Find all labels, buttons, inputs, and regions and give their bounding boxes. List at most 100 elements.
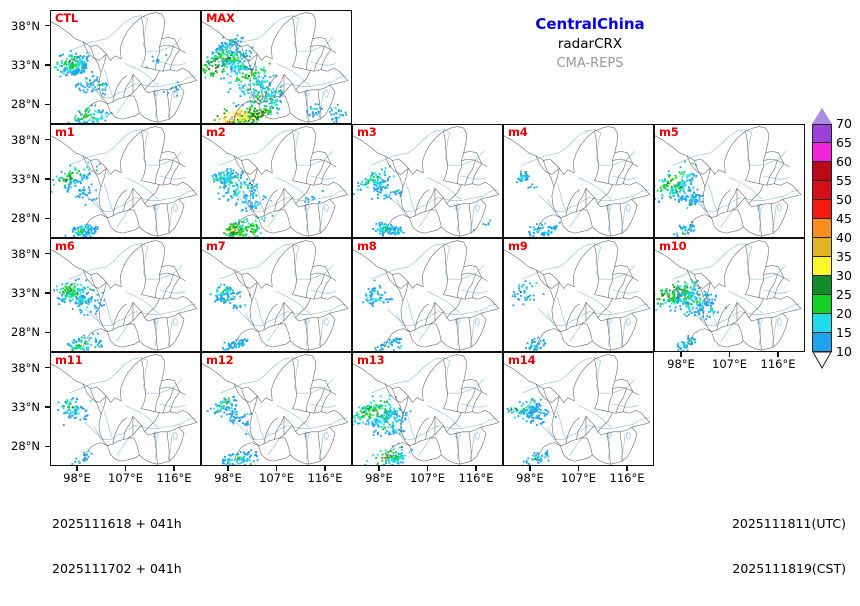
y-axis-label: 38°N (0, 248, 40, 260)
river-layer (69, 358, 196, 460)
y-axis-label: 38°N (0, 362, 40, 374)
map-panel-m2[interactable]: m2 (201, 124, 352, 238)
map-panel-max[interactable]: MAX (201, 10, 352, 124)
y-axis-label: 33°N (0, 287, 40, 299)
province-boundary-layer (655, 127, 801, 237)
colorbar-tick-label: 60 (836, 156, 852, 168)
panel-label-m4: m4 (508, 126, 528, 139)
colorbar-tick-label: 15 (836, 327, 852, 339)
map-panel-m1[interactable]: m1 (50, 124, 201, 238)
x-axis-label: 116°E (449, 472, 503, 484)
footer-valid-times: 2025111811(UTC) 2025111819(CST) (732, 486, 846, 606)
y-axis-label: 38°N (0, 134, 40, 146)
x-axis-label: 116°E (298, 472, 352, 484)
map-panel-m8[interactable]: m8 (352, 238, 503, 352)
footer-right-line2: 2025111819(CST) (732, 561, 846, 576)
panel-label-m13: m13 (357, 354, 384, 367)
radar-echo-layer (53, 278, 105, 351)
colorbar-cap-bottom-outline (812, 352, 832, 370)
colorbar-band (812, 162, 832, 181)
map-panel-m4[interactable]: m4 (503, 124, 654, 238)
radar-echo-layer (507, 398, 557, 465)
x-axis-label: 116°E (147, 472, 201, 484)
colorbar-band (812, 257, 832, 276)
river-layer (69, 244, 196, 346)
radar-echo-layer (51, 162, 101, 237)
radar-echo-layer (512, 280, 546, 351)
x-axis-label: 107°E (99, 472, 153, 484)
colorbar-band (812, 219, 832, 238)
province-boundary-layer (353, 241, 499, 351)
radar-echo-layer (210, 284, 251, 351)
province-boundary-layer (51, 355, 197, 465)
x-axis-label: 98°E (201, 472, 255, 484)
colorbar-tick-label: 40 (836, 232, 852, 244)
panel-label-m8: m8 (357, 240, 377, 253)
colorbar-tick-label: 20 (836, 308, 852, 320)
x-axis-label: 98°E (503, 472, 557, 484)
panel-label-m9: m9 (508, 240, 528, 253)
colorbar-band (812, 124, 832, 143)
title-block: CentralChina radarCRX CMA-REPS (440, 14, 740, 74)
map-panel-ctl[interactable]: CTL (50, 10, 201, 124)
panel-label-ctl: CTL (55, 12, 78, 25)
radar-echo-layer (353, 395, 413, 465)
panel-label-m2: m2 (206, 126, 226, 139)
x-axis-label: 107°E (250, 472, 304, 484)
river-layer (371, 130, 498, 232)
river-layer (220, 358, 347, 460)
y-axis-label: 28°N (0, 212, 40, 224)
y-axis-tick (45, 218, 50, 219)
panel-label-m10: m10 (659, 240, 686, 253)
y-axis-tick (45, 104, 50, 105)
map-panel-m9[interactable]: m9 (503, 238, 654, 352)
colorbar-tick-label: 50 (836, 194, 852, 206)
x-axis-label: 116°E (600, 472, 654, 484)
panel-label-m11: m11 (55, 354, 82, 367)
radar-echo-layer (362, 280, 402, 351)
radar-echo-layer (655, 279, 727, 351)
colorbar-band (812, 295, 832, 314)
x-axis-label: 116°E (751, 358, 805, 370)
map-panel-m3[interactable]: m3 (352, 124, 503, 238)
province-boundary-layer (202, 355, 348, 465)
radar-echo-layer (54, 50, 181, 123)
variable-title: radarCRX (440, 34, 740, 54)
colorbar-band (812, 314, 832, 333)
y-axis-tick (45, 292, 50, 293)
radar-echo-layer (353, 165, 491, 237)
colorbar-tick-label: 30 (836, 270, 852, 282)
y-axis-label: 33°N (0, 401, 40, 413)
river-layer (673, 244, 800, 346)
footer-left-line1: 2025111618 + 041h (52, 516, 182, 531)
map-panel-m6[interactable]: m6 (50, 238, 201, 352)
river-layer (522, 358, 649, 460)
y-axis-label: 33°N (0, 59, 40, 71)
radar-echo-layer (57, 397, 92, 465)
map-panel-m14[interactable]: m14 (503, 352, 654, 466)
x-axis-label: 107°E (552, 472, 606, 484)
y-axis-label: 28°N (0, 326, 40, 338)
map-panel-m10[interactable]: m10 (654, 238, 805, 352)
map-panel-m11[interactable]: m11 (50, 352, 201, 466)
y-axis-tick (45, 139, 50, 140)
province-boundary-layer (504, 127, 650, 237)
footer-left-line2: 2025111702 + 041h (52, 561, 182, 576)
x-axis-label: 107°E (401, 472, 455, 484)
x-axis-label: 98°E (352, 472, 406, 484)
colorbar-cap-top (812, 108, 832, 124)
map-panel-m7[interactable]: m7 (201, 238, 352, 352)
colorbar-tick-label: 10 (836, 346, 852, 358)
map-panel-m13[interactable]: m13 (352, 352, 503, 466)
y-axis-tick (45, 406, 50, 407)
river-layer (69, 130, 196, 232)
province-boundary-layer (202, 13, 348, 123)
map-panel-m12[interactable]: m12 (201, 352, 352, 466)
y-axis-tick (45, 64, 50, 65)
map-panel-m5[interactable]: m5 (654, 124, 805, 238)
y-axis-tick (45, 367, 50, 368)
panel-label-m14: m14 (508, 354, 535, 367)
river-layer (522, 130, 649, 232)
